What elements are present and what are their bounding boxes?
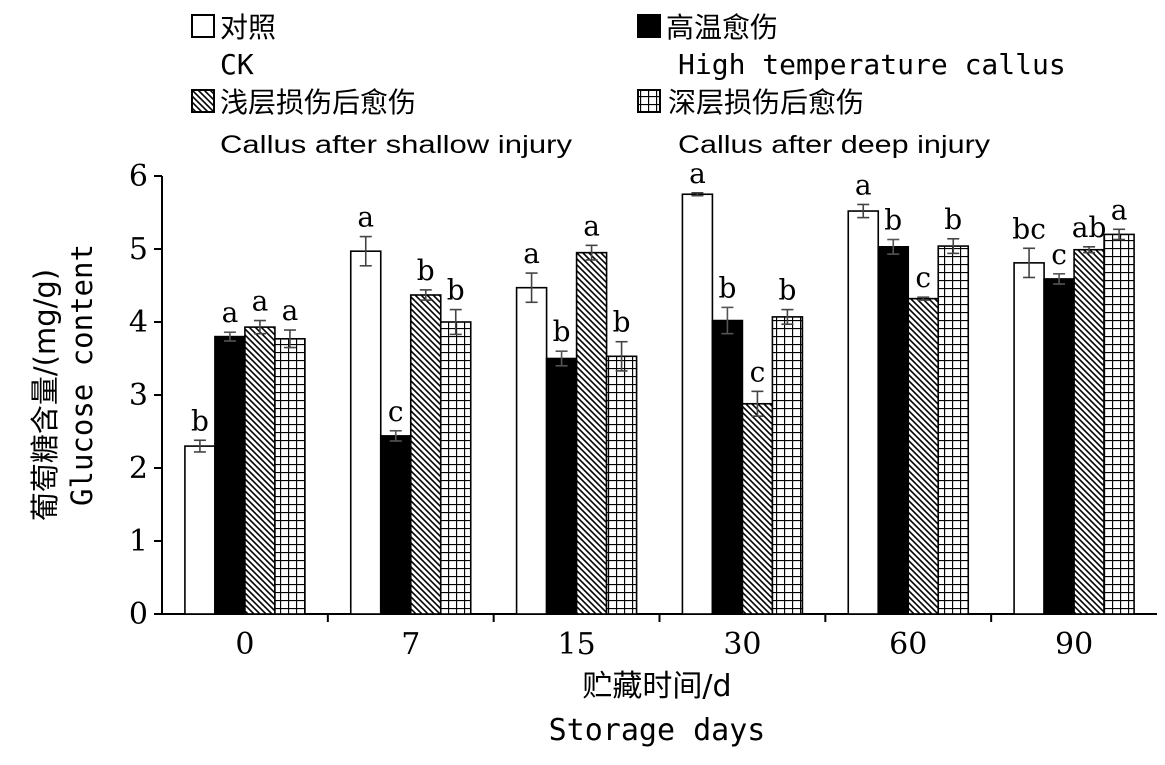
significance-letter: c (750, 355, 766, 388)
significance-letter: a (357, 201, 374, 234)
significance-letter: b (884, 204, 902, 237)
x-tick-label: 60 (889, 627, 927, 662)
y-axis-label: 葡萄糖含量/(mg/g) (28, 269, 62, 521)
legend-label-deep-injury-en: Callus after deep injury (678, 131, 991, 159)
legend-label-deep-injury: 深层损伤后愈伤 (668, 86, 864, 119)
bar (741, 402, 774, 615)
legend-item-shallow-injury: 浅层损伤后愈伤 Callus after shallow injury (191, 86, 573, 159)
significance-letter: b (417, 254, 435, 287)
significance-letter: c (388, 395, 404, 428)
significance-letter: ab (1072, 211, 1107, 244)
bar (575, 251, 608, 615)
legend-swatch-high-temperature (637, 14, 661, 38)
y-ticks: 0 1 2 3 4 5 6 (129, 159, 162, 632)
y-tick-label: 6 (129, 159, 148, 194)
x-axis-title: 贮藏时间/d Storage days (549, 669, 766, 748)
bar (184, 445, 216, 615)
significance-letter: a (583, 209, 600, 242)
bar (681, 193, 714, 615)
bar (545, 357, 578, 615)
legend-label-high-temperature: 高温愈伤 (666, 11, 778, 44)
significance-letter: b (778, 274, 796, 307)
y-axis-label-en: Glucose content (65, 244, 99, 506)
significance-letter: bc (1012, 212, 1046, 245)
significance-letter: b (718, 271, 736, 304)
y-tick-label: 1 (129, 524, 148, 559)
significance-letter: a (222, 296, 239, 329)
y-axis-title: 葡萄糖含量/(mg/g) Glucose content (28, 244, 99, 521)
significance-letter: a (855, 168, 872, 201)
bar (847, 210, 880, 615)
significance-letter: c (1051, 238, 1067, 271)
significance-letter: a (1111, 193, 1128, 226)
bar (409, 294, 442, 615)
legend-label-shallow-injury: 浅层损伤后愈伤 (220, 86, 416, 119)
bar (244, 326, 276, 615)
bar (711, 319, 744, 615)
x-axis-label: 贮藏时间/d (582, 669, 731, 704)
legend-label-ck-en: CK (220, 48, 254, 81)
y-tick-label: 3 (129, 378, 148, 413)
bar (937, 245, 970, 615)
bar (907, 297, 940, 615)
legend-item-high-temperature: 高温愈伤 High temperature callus (637, 11, 1066, 81)
legend-swatch-ck (191, 14, 215, 38)
significance-letter: a (282, 294, 299, 327)
bar (379, 435, 412, 615)
legend-label-high-temperature-en: High temperature callus (678, 48, 1066, 81)
significance-letter: a (252, 285, 269, 318)
y-tick-label: 4 (129, 305, 148, 340)
significance-letter: b (613, 306, 631, 339)
x-tick-label: 7 (401, 627, 420, 662)
legend-swatch-shallow-injury (191, 89, 215, 113)
legend-swatch-deep-injury (637, 89, 661, 113)
x-tick-label: 30 (723, 627, 761, 662)
y-tick-label: 2 (129, 451, 148, 486)
x-axis-label-en: Storage days (549, 713, 766, 748)
legend-label-shallow-injury-en: Callus after shallow injury (220, 131, 573, 159)
significance-letter: a (689, 157, 706, 190)
y-tick-label: 0 (129, 597, 148, 632)
bar (605, 355, 638, 615)
bar (1043, 278, 1075, 615)
x-ticks: 0 7 15 30 60 90 (235, 614, 1093, 662)
bar (349, 250, 382, 615)
bar (1073, 248, 1105, 615)
y-tick-label: 5 (129, 232, 148, 267)
bar (274, 337, 306, 615)
significance-letter: c (915, 261, 931, 294)
significance-letter: b (191, 404, 209, 437)
x-tick-label: 0 (235, 627, 254, 662)
legend: 对照 CK 高温愈伤 High temperature callus 浅层损伤后… (191, 11, 1066, 159)
bar (1103, 233, 1135, 615)
bar (515, 286, 548, 615)
significance-letter: a (523, 237, 540, 270)
significance-letter: b (553, 315, 571, 348)
bar (439, 321, 472, 615)
x-tick-label: 15 (557, 627, 595, 662)
bar (1013, 262, 1045, 615)
significance-letter: b (447, 274, 465, 307)
x-tick-label: 90 (1055, 627, 1093, 662)
bar (214, 335, 246, 615)
legend-label-ck: 对照 (220, 11, 276, 44)
legend-item-ck: 对照 CK (191, 11, 276, 81)
axes: 0 1 2 3 4 5 6 0 7 15 30 60 90 (129, 159, 1157, 662)
bar (877, 246, 910, 615)
legend-item-deep-injury: 深层损伤后愈伤 Callus after deep injury (637, 86, 991, 159)
bar (771, 316, 804, 615)
significance-letter: b (944, 203, 962, 236)
